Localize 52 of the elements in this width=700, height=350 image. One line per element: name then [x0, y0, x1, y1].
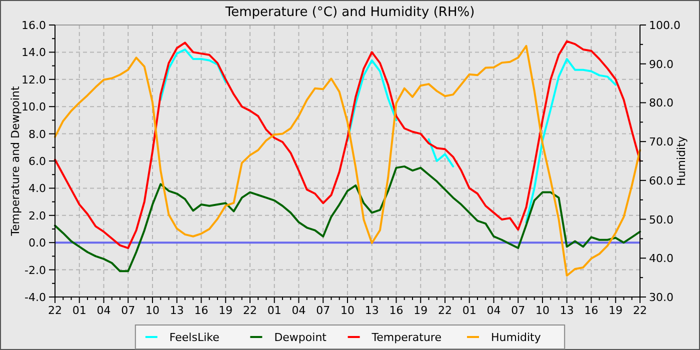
- x-tick-label: 22: [633, 304, 647, 317]
- x-tick-label: 01: [72, 304, 86, 317]
- x-tick-label: 10: [146, 304, 160, 317]
- y-tick-label: 8.0: [28, 128, 46, 141]
- y2-tick-label: 30.0: [649, 291, 674, 304]
- x-tick-label: 01: [462, 304, 476, 317]
- y2-axis-title: Humidity: [675, 136, 688, 186]
- x-tick-label: 07: [121, 304, 136, 317]
- x-tick-label: 07: [316, 304, 330, 317]
- y-tick-label: 14.0: [22, 46, 46, 60]
- y-tick-label: 12.0: [22, 73, 46, 86]
- x-tick-label: 16: [389, 304, 404, 317]
- x-tick-label: 10: [340, 304, 354, 317]
- y-tick-label: 2.0: [28, 209, 46, 222]
- legend-label: Temperature: [370, 331, 442, 344]
- legend-label: FeelsLike: [169, 331, 220, 344]
- y-tick-label: 10.0: [22, 100, 46, 114]
- x-tick-label: 04: [486, 304, 501, 317]
- y2-tick-label: 80.0: [649, 96, 674, 110]
- x-tick-label: 19: [608, 304, 623, 317]
- x-tick-label: 13: [170, 304, 184, 317]
- legend-label: Dewpoint: [274, 331, 328, 344]
- x-tick-label: 04: [96, 304, 111, 317]
- y2-tick-label: 70.0: [649, 136, 674, 149]
- x-tick-label: 22: [243, 304, 257, 317]
- y-tick-label: 16.0: [22, 19, 46, 32]
- x-tick-label: 16: [194, 304, 208, 317]
- x-tick-label: 01: [267, 304, 282, 317]
- x-tick-label: 19: [218, 304, 233, 317]
- y-tick-label: -2.0: [24, 264, 46, 277]
- y-axis-title: Temperature and Dewpoint: [9, 85, 22, 237]
- x-tick-label: 07: [511, 304, 526, 317]
- x-tick-label: 13: [560, 304, 574, 317]
- x-tick-label: 13: [364, 304, 379, 317]
- x-tick-label: 19: [414, 304, 428, 317]
- y2-tick-label: 100.0: [649, 19, 680, 32]
- y2-tick-label: 40.0: [649, 252, 674, 266]
- x-tick-label: 10: [536, 304, 550, 317]
- chart-title: Temperature (°C) and Humidity (RH%): [224, 5, 475, 20]
- y-tick-label: 6.0: [28, 155, 46, 168]
- x-tick-label: 04: [292, 304, 306, 317]
- x-tick-label: 16: [584, 304, 598, 317]
- y-tick-label: -4.0: [24, 291, 46, 304]
- y2-tick-label: 60.0: [649, 174, 674, 188]
- legend-label: Humidity: [491, 331, 542, 344]
- y-tick-label: 0.0: [28, 236, 46, 250]
- x-tick-label: 22: [438, 304, 452, 317]
- line-series: [54, 165, 641, 272]
- x-tick-label: 22: [48, 304, 62, 317]
- y2-tick-label: 90.0: [649, 58, 674, 71]
- y-tick-label: 4.0: [28, 182, 46, 196]
- y2-tick-label: 50.0: [649, 213, 674, 226]
